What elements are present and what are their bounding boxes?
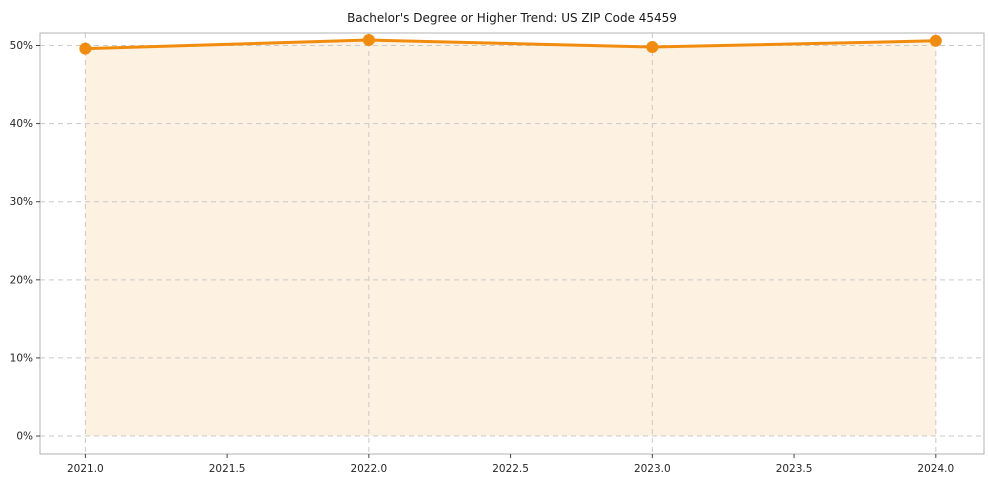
x-tick-label: 2021.5: [209, 463, 246, 475]
plot-border: [39, 32, 985, 455]
y-tick-label: 20%: [10, 274, 33, 286]
trend-line: [83, 38, 938, 51]
area-fill: [85, 40, 936, 437]
y-tick-label: 0%: [16, 431, 33, 443]
x-tick-label: 2021.0: [67, 463, 104, 475]
data-point-marker: [362, 34, 375, 47]
x-tick-label: 2023.0: [634, 463, 671, 475]
x-tick-label: 2022.5: [492, 463, 529, 475]
y-tick-label: 40%: [10, 118, 33, 130]
y-tick-label: 30%: [10, 196, 33, 208]
x-tick-label: 2023.5: [776, 463, 813, 475]
x-tick-label: 2022.0: [350, 463, 387, 475]
data-point-marker: [79, 42, 92, 55]
chart-title: Bachelor's Degree or Higher Trend: US ZI…: [347, 11, 677, 25]
data-point-marker: [646, 41, 659, 54]
data-point-marker: [929, 34, 942, 47]
y-tick-label: 10%: [10, 352, 33, 364]
y-tick-label: 50%: [10, 40, 33, 52]
x-tick-label: 2024.0: [917, 463, 954, 475]
